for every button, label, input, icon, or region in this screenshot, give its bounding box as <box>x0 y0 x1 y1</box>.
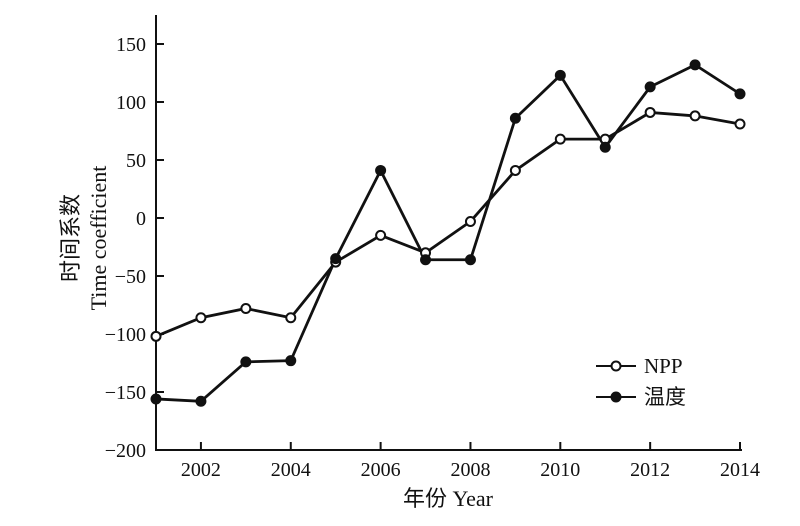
data-point-temperature <box>150 393 162 405</box>
x-ticks: 2002 2004 2006 2008 2010 2012 2014 <box>181 442 760 481</box>
data-point-temperature <box>240 356 252 368</box>
data-point-temperature <box>464 254 476 266</box>
series-layer <box>150 59 746 407</box>
data-point-npp <box>285 312 297 324</box>
legend-npp-marker <box>610 360 622 372</box>
y-tick-label: −100 <box>105 324 146 346</box>
x-tick-label: 2002 <box>181 459 221 481</box>
data-point-temperature <box>420 254 432 266</box>
legend-temperature-label: 温度 <box>644 385 686 409</box>
y-tick-label: −150 <box>105 382 146 404</box>
data-point-temperature <box>330 253 342 265</box>
data-point-npp <box>464 215 476 227</box>
data-point-temperature <box>285 355 297 367</box>
y-axis-title-line2: Time coefficient <box>86 166 111 311</box>
legend-npp-label: NPP <box>644 354 683 378</box>
legend: NPP 温度 <box>596 354 686 409</box>
x-tick-label: 2006 <box>361 459 401 481</box>
data-point-temperature <box>734 88 746 100</box>
data-point-temperature <box>195 395 207 407</box>
data-point-npp <box>644 106 656 118</box>
y-tick-label: 50 <box>126 150 146 172</box>
y-tick-label: −200 <box>105 440 146 462</box>
x-tick-label: 2012 <box>630 459 670 481</box>
y-tick-label: 0 <box>136 208 146 230</box>
x-tick-label: 2010 <box>540 459 580 481</box>
data-point-temperature <box>689 59 701 71</box>
legend-temperature-marker <box>610 391 622 403</box>
x-tick-label: 2008 <box>450 459 490 481</box>
series-line-npp <box>155 111 741 338</box>
y-tick-label: −50 <box>115 266 146 288</box>
y-ticks: 150 100 50 0 −50 −100 −150 −200 <box>105 34 164 462</box>
y-tick-label: 150 <box>116 34 146 56</box>
data-point-temperature <box>375 164 387 176</box>
y-axis-title: 时间系数 Time coefficient <box>58 166 111 311</box>
data-point-npp <box>734 118 746 130</box>
data-point-npp <box>195 312 207 324</box>
axes <box>155 15 742 451</box>
data-point-npp <box>375 229 387 241</box>
y-axis-title-line1: 时间系数 <box>58 194 83 282</box>
data-point-temperature <box>554 69 566 81</box>
data-point-npp <box>240 302 252 314</box>
x-tick-label: 2014 <box>720 459 760 481</box>
data-point-npp <box>689 110 701 122</box>
x-tick-label: 2004 <box>271 459 311 481</box>
data-point-npp <box>554 133 566 145</box>
data-point-npp <box>150 330 162 342</box>
legend-item-temperature: 温度 <box>596 385 686 409</box>
data-point-temperature <box>644 81 656 93</box>
x-axis-title: 年份 Year <box>403 486 494 511</box>
data-point-temperature <box>509 112 521 124</box>
data-point-temperature <box>599 141 611 153</box>
series-line-temperature <box>155 63 741 403</box>
legend-item-npp: NPP <box>596 354 683 378</box>
data-point-npp <box>509 164 521 176</box>
y-tick-label: 100 <box>116 92 146 114</box>
